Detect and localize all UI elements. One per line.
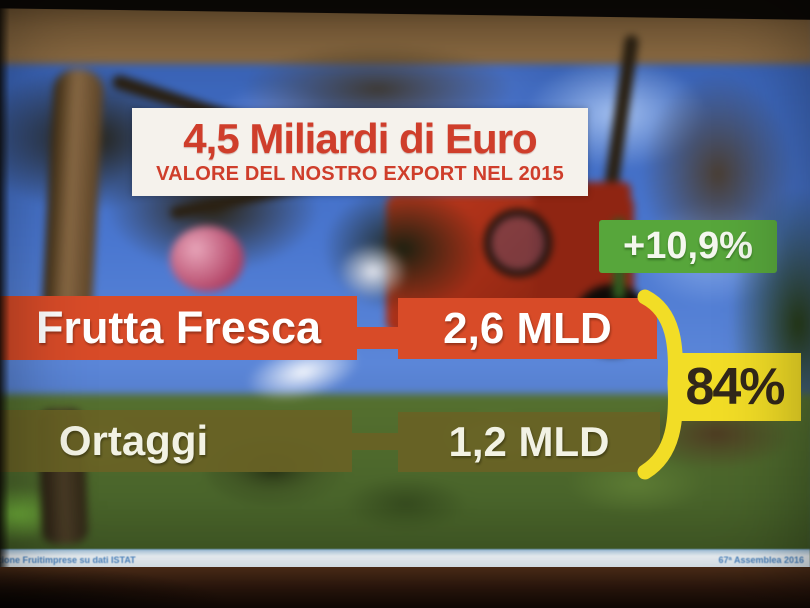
white-blossom <box>333 239 413 304</box>
growth-badge: +10,9% <box>599 220 777 273</box>
vegetable-value-bar: 1,2 MLD <box>398 412 660 472</box>
vegetable-connector <box>352 433 398 450</box>
vegetable-label: Ortaggi <box>58 417 209 464</box>
slide-footer-strip: zione Fruitimprese su dati ISTAT 67ª Ass… <box>0 549 810 570</box>
fruit-connector <box>357 327 398 349</box>
share-value: 84% <box>685 358 785 416</box>
vegetable-label-bar: Ortaggi <box>0 410 352 472</box>
fruit-value-bar: 2,6 MLD <box>398 298 657 359</box>
page-subtitle: VALORE DEL NOSTRO EXPORT NEL 2015 <box>156 163 564 186</box>
orchard-photo-background <box>0 6 810 568</box>
title-banner: 4,5 Miliardi di Euro VALORE DEL NOSTRO E… <box>132 108 588 196</box>
photo-left-edge-shadow <box>0 0 10 570</box>
page-title: 4,5 Miliardi di Euro <box>183 114 537 162</box>
fruit-value: 2,6 MLD <box>443 303 612 353</box>
share-badge: 84% <box>668 353 801 421</box>
vegetable-value: 1,2 MLD <box>448 418 610 465</box>
fruit-label-bar: Frutta Fresca <box>0 296 357 360</box>
footer-source-text: zione Fruitimprese su dati ISTAT <box>0 555 136 565</box>
fruit-label: Frutta Fresca <box>35 302 322 353</box>
footer-event-text: 67ª Assemblea 2016 <box>718 555 804 565</box>
below-screen-wall <box>0 567 810 608</box>
apple <box>170 226 244 292</box>
growth-value: +10,9% <box>623 225 753 267</box>
